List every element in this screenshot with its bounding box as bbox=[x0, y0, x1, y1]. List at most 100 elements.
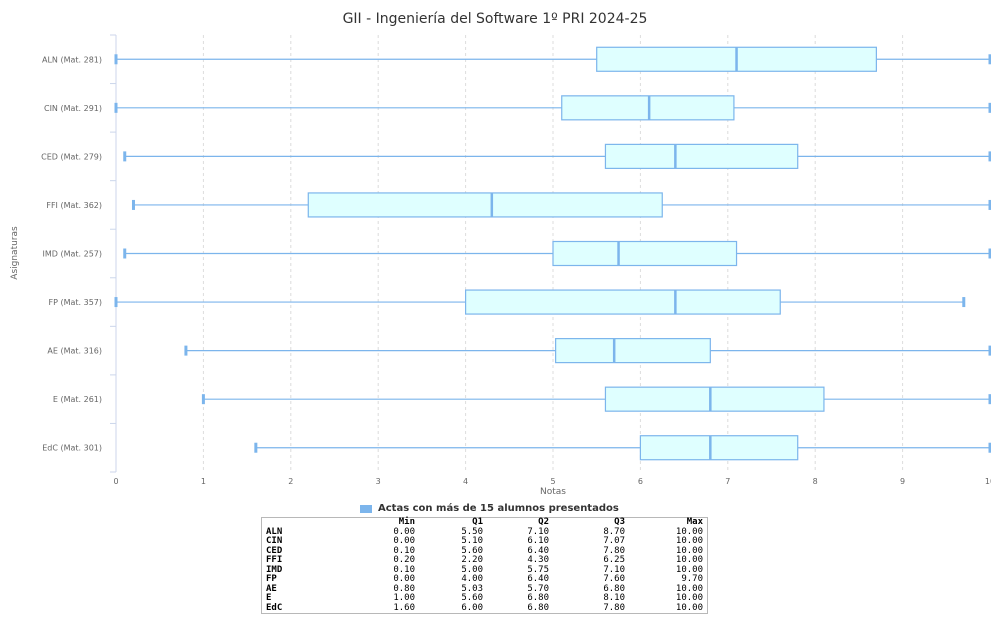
box-rect bbox=[561, 95, 735, 121]
table-header-cell: Q1 bbox=[472, 517, 483, 527]
table-cell: 4.30 bbox=[527, 555, 549, 565]
box-item bbox=[114, 289, 966, 315]
table-cell: 10.00 bbox=[675, 526, 703, 537]
x-tick-label: 0 bbox=[113, 477, 118, 486]
x-tick-label: 7 bbox=[725, 477, 730, 486]
box-rect bbox=[552, 240, 738, 267]
table-cell: 7.10 bbox=[527, 526, 549, 537]
box-item bbox=[184, 338, 991, 364]
boxplot-chart: GII - Ingeniería del Software 1º PRI 202… bbox=[10, 11, 991, 497]
box-item bbox=[114, 95, 991, 121]
table-cell: 8.70 bbox=[603, 526, 625, 537]
box-rect bbox=[604, 386, 825, 412]
table-row: IMD 0.10 5.00 5.75 7.10 10.00 bbox=[262, 564, 708, 576]
table-cell: 0.20 bbox=[393, 555, 415, 565]
y-axis-label: Asignaturas bbox=[10, 226, 20, 280]
table-row: FP 0.00 4.00 6.40 7.60 9.70 bbox=[262, 574, 708, 585]
table-header-cell: Min bbox=[398, 517, 415, 527]
table-cell: 10.00 bbox=[675, 545, 703, 556]
table-cell: 8.10 bbox=[603, 593, 625, 603]
table-row-label: FFI bbox=[266, 555, 283, 565]
table-cell: 6.80 bbox=[603, 583, 625, 594]
table-cell: 10.00 bbox=[675, 593, 703, 603]
box-item bbox=[114, 46, 991, 72]
y-tick-labels: ALN (Mat. 281) CIN (Mat. 291) CED (Mat. 27… bbox=[41, 55, 102, 452]
table-cell: 0.00 bbox=[393, 574, 415, 584]
table-cell: 0.00 bbox=[393, 536, 415, 546]
table-row-label: IMD bbox=[266, 564, 283, 575]
legend[interactable]: Actas con más de 15 alumnos presentados bbox=[360, 503, 619, 514]
table-row-label: EdC bbox=[266, 602, 283, 613]
table-cell: 7.10 bbox=[603, 564, 625, 575]
box-item bbox=[123, 240, 991, 267]
table-row-label: E bbox=[266, 593, 272, 603]
table-row-label: ALN bbox=[266, 526, 283, 537]
table-cell: 6.40 bbox=[527, 574, 549, 584]
table-row: CED 0.10 5.60 6.40 7.80 10.00 bbox=[262, 545, 708, 557]
table-row: CIN 0.00 5.10 6.10 7.07 10.00 bbox=[262, 536, 708, 547]
x-tick-label: 9 bbox=[900, 477, 905, 486]
x-tick-label: 8 bbox=[813, 477, 818, 486]
table-cell: 6.00 bbox=[461, 602, 483, 613]
y-tick-label: CED (Mat. 279) bbox=[41, 152, 102, 161]
table-cell: 6.80 bbox=[527, 602, 549, 613]
y-tick-label: CIN (Mat. 291) bbox=[44, 104, 102, 113]
table-cell: 0.80 bbox=[393, 583, 415, 594]
table-row: EdC 1.60 6.00 6.80 7.80 10.00 bbox=[262, 602, 708, 614]
box-item bbox=[131, 192, 991, 218]
table-cell: 5.10 bbox=[461, 536, 483, 546]
table-cell: 9.70 bbox=[681, 574, 703, 584]
x-axis-label: Notas bbox=[540, 487, 566, 497]
table-header-cell: Q3 bbox=[614, 517, 625, 527]
table-cell: 5.00 bbox=[461, 564, 483, 575]
table-header-cell: Q2 bbox=[538, 517, 549, 527]
table-cell: 6.10 bbox=[527, 536, 549, 546]
table-cell: 5.60 bbox=[461, 593, 483, 603]
y-tick-label: FFI (Mat. 362) bbox=[46, 201, 102, 210]
stats-table: Min Q1 Q2 Q3 Max ALN 0.00 5.50 7.10 8.70 10.00 CIN… bbox=[261, 517, 708, 614]
x-tick-label: 10 bbox=[985, 477, 991, 486]
x-tick-label: 5 bbox=[550, 477, 555, 486]
table-row-label: FP bbox=[266, 574, 277, 584]
table-cell: 6.25 bbox=[603, 555, 625, 565]
x-tick-label: 3 bbox=[376, 477, 381, 486]
table-cell: 5.03 bbox=[461, 583, 483, 594]
table-header-cell bbox=[262, 518, 366, 528]
table-row: ALN 0.00 5.50 7.10 8.70 10.00 bbox=[262, 526, 708, 538]
x-tick-label: 2 bbox=[288, 477, 293, 486]
box-rect bbox=[604, 143, 799, 169]
box-rect bbox=[555, 338, 711, 364]
x-tick-label: 6 bbox=[638, 477, 643, 486]
table-cell: 5.60 bbox=[461, 545, 483, 556]
table-cell: 0.10 bbox=[393, 545, 415, 556]
table-cell: 6.80 bbox=[527, 593, 549, 603]
y-tick-label: IMD (Mat. 257) bbox=[42, 250, 102, 259]
table-cell: 5.75 bbox=[527, 564, 549, 575]
box-rect bbox=[639, 435, 799, 461]
table-row: FFI 0.20 2.20 4.30 6.25 10.00 bbox=[262, 555, 708, 566]
y-tick-label: FP (Mat. 357) bbox=[48, 298, 102, 307]
legend-label: Actas con más de 15 alumnos presentados bbox=[378, 503, 619, 514]
table-cell: 10.00 bbox=[675, 555, 703, 565]
x-tick-label: 4 bbox=[463, 477, 468, 486]
table-row-label: CIN bbox=[266, 536, 283, 546]
table-row: AE 0.80 5.03 5.70 6.80 10.00 bbox=[262, 583, 708, 595]
box-item bbox=[254, 435, 991, 461]
table-cell: 0.00 bbox=[393, 526, 415, 537]
y-tick-label: E (Mat. 261) bbox=[53, 395, 102, 404]
box-rect bbox=[307, 192, 663, 218]
table-cell: 1.60 bbox=[393, 602, 415, 613]
table-cell: 10.00 bbox=[675, 536, 703, 546]
stats-header-row: Min Q1 Q2 Q3 Max bbox=[262, 517, 708, 528]
chart-title: GII - Ingeniería del Software 1º PRI 202… bbox=[343, 11, 648, 27]
table-cell: 7.80 bbox=[603, 545, 625, 556]
box-item bbox=[123, 143, 991, 169]
table-row: E 1.00 5.60 6.80 8.10 10.00 bbox=[262, 593, 708, 604]
table-cell: 7.07 bbox=[603, 536, 625, 546]
x-tick-label: 1 bbox=[201, 477, 206, 486]
y-tick-label: AE (Mat. 316) bbox=[47, 347, 102, 356]
y-tick-label: EdC (Mat. 301) bbox=[42, 444, 102, 453]
table-cell: 10.00 bbox=[675, 583, 703, 594]
table-row-label: AE bbox=[266, 583, 277, 594]
box-series bbox=[114, 46, 991, 461]
